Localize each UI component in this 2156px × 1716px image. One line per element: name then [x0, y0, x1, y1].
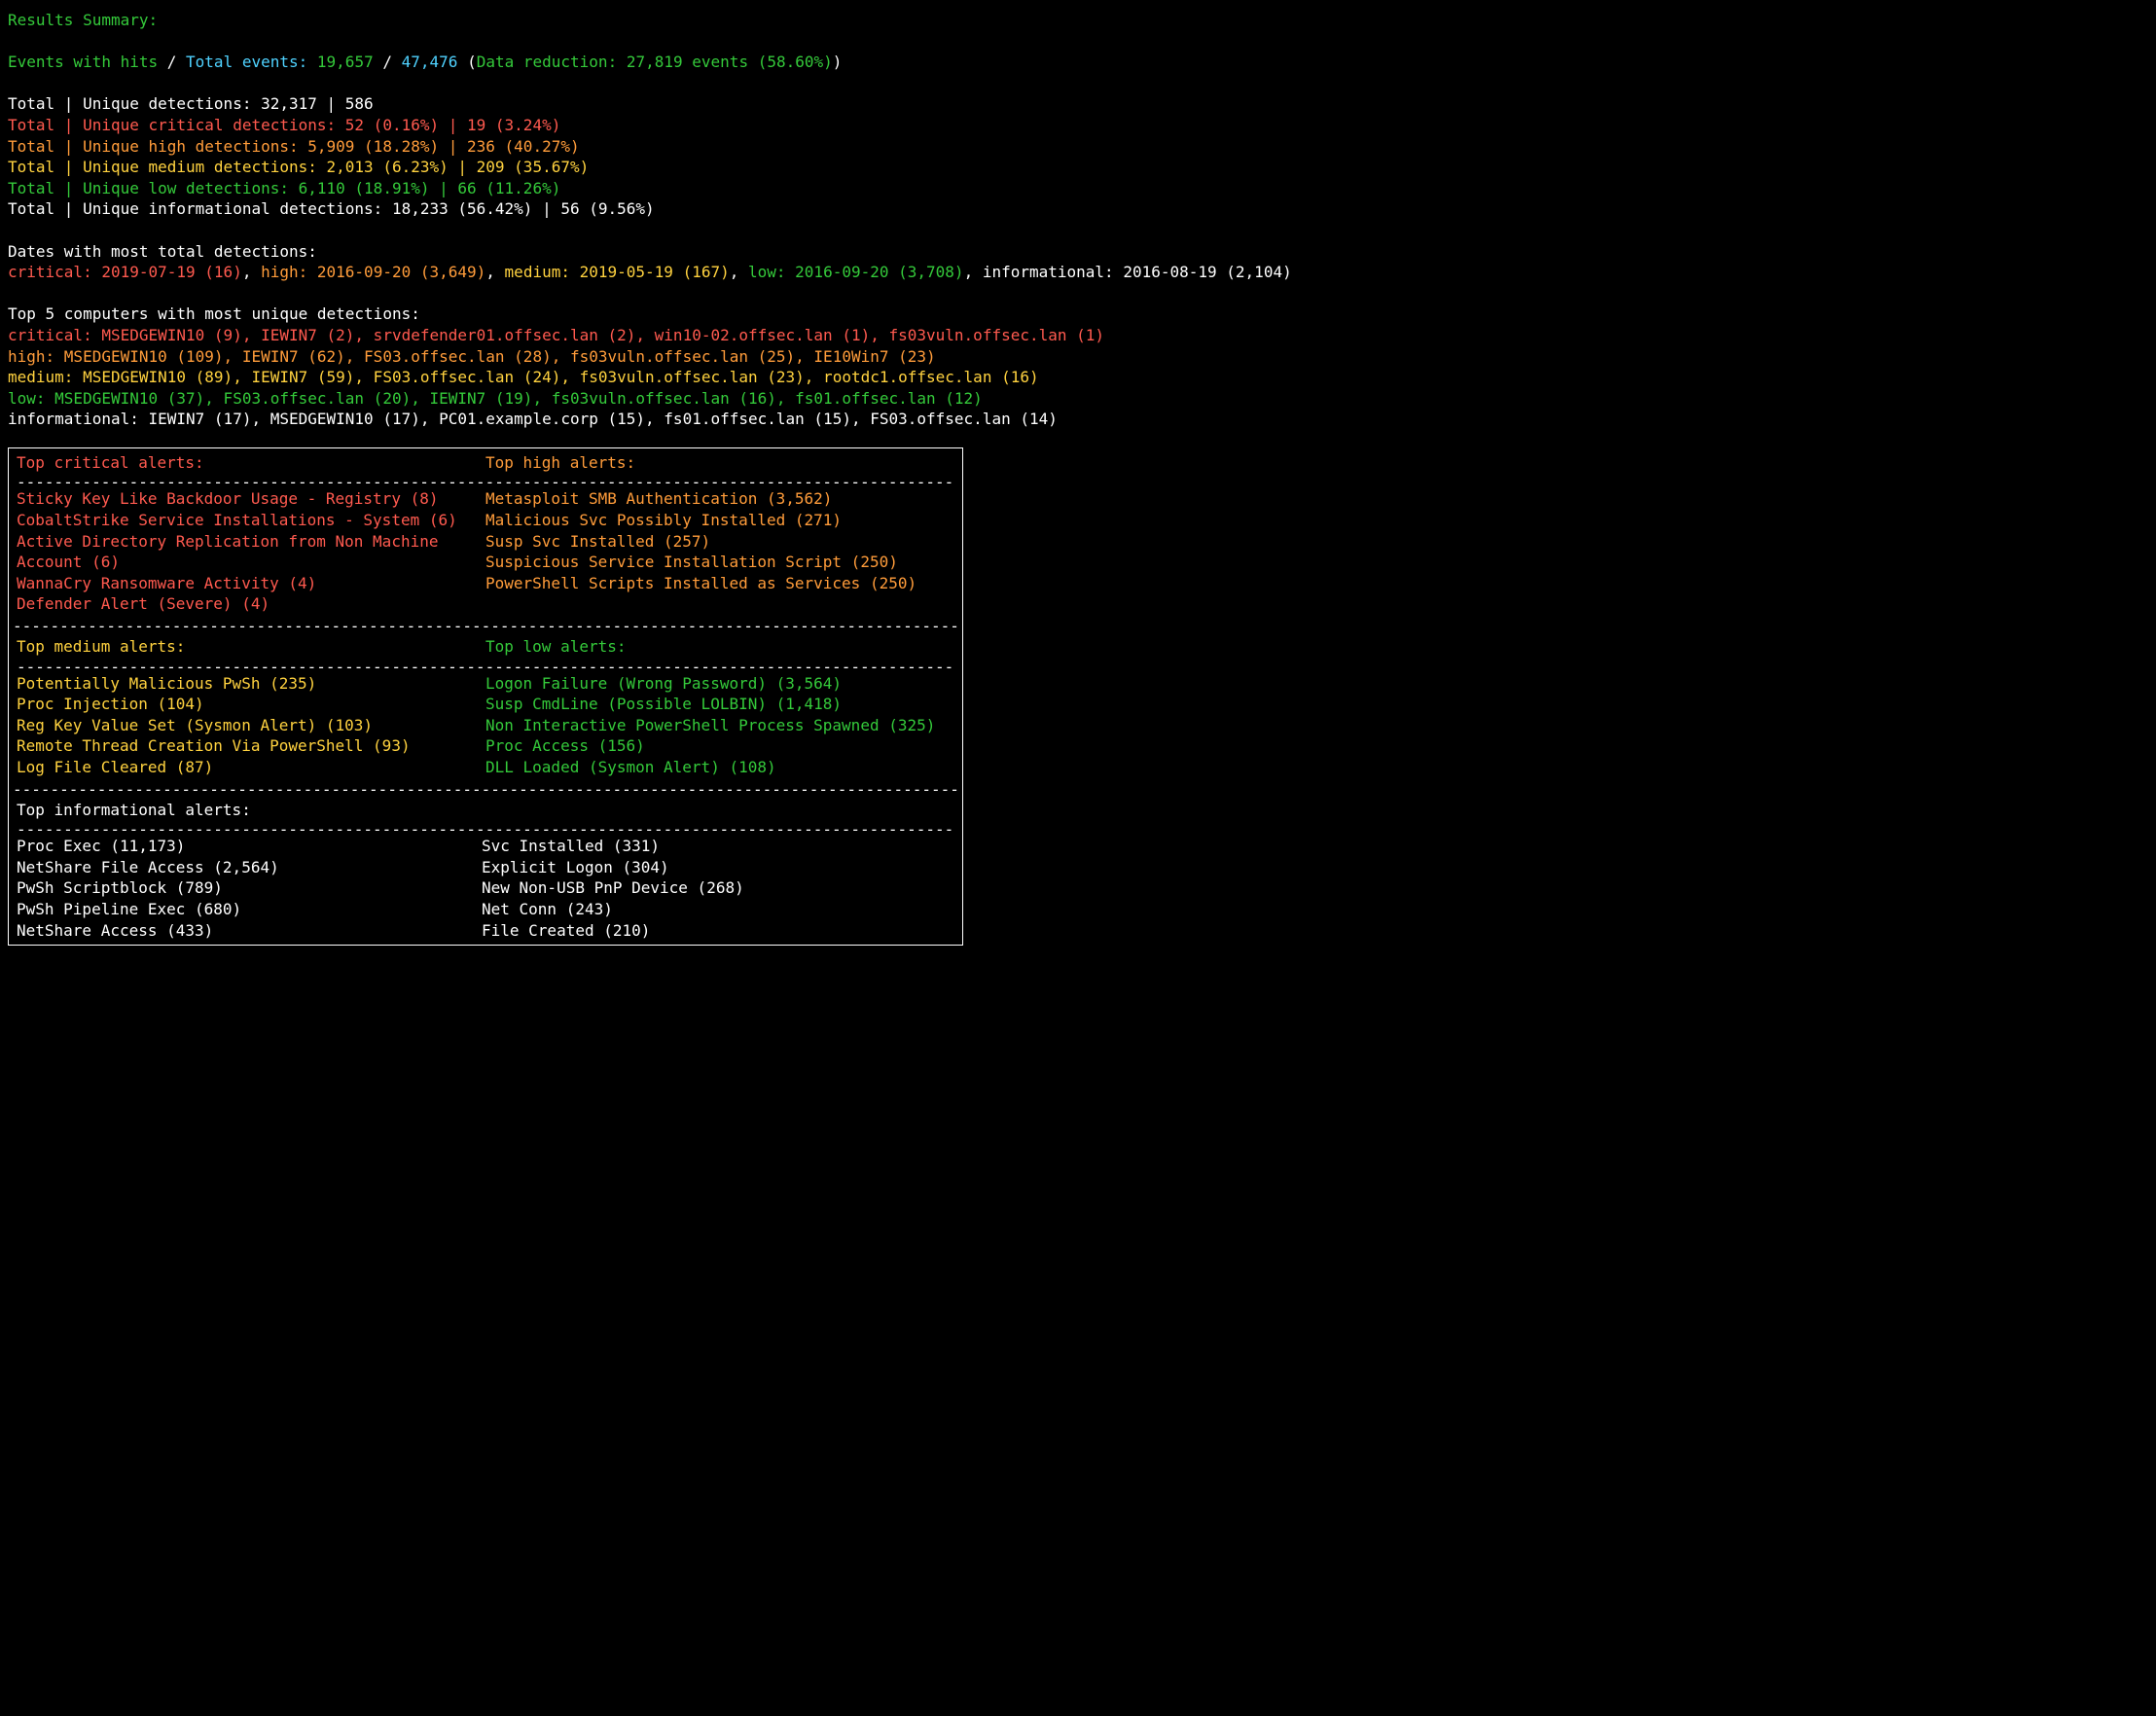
- dates-low: low: 2016-09-20 (3,708): [748, 263, 964, 281]
- totals-info: Total | Unique informational detections:…: [8, 198, 2148, 220]
- totals-high: Total | Unique high detections: 5,909 (1…: [8, 136, 2148, 158]
- divider: [9, 822, 962, 836]
- alert-item: Proc Injection (104): [17, 694, 485, 715]
- divider: [9, 619, 962, 632]
- divider: [9, 475, 962, 488]
- alert-item: Malicious Svc Possibly Installed (271): [485, 510, 954, 531]
- alert-item: Non Interactive PowerShell Process Spawn…: [485, 715, 954, 736]
- paren-close: ): [833, 53, 843, 71]
- alert-item: Svc Installed (331): [482, 836, 954, 857]
- alert-item: NetShare File Access (2,564): [17, 857, 489, 878]
- computers-critical: critical: MSEDGEWIN10 (9), IEWIN7 (2), s…: [8, 325, 2148, 346]
- col-medium: Potentially Malicious PwSh (235) Proc In…: [17, 673, 485, 778]
- slash2: /: [382, 53, 392, 71]
- blank: [8, 220, 2148, 241]
- alert-item: PowerShell Scripts Installed as Services…: [485, 573, 954, 594]
- total-events-value: 47,476: [402, 53, 458, 71]
- computers-heading: Top 5 computers with most unique detecti…: [8, 304, 2148, 325]
- alert-item: CobaltStrike Service Installations - Sys…: [17, 510, 485, 531]
- title-critical: Top critical alerts:: [17, 452, 485, 474]
- computers-high: high: MSEDGEWIN10 (109), IEWIN7 (62), FS…: [8, 346, 2148, 368]
- sep: ,: [964, 263, 983, 281]
- computers-medium: medium: MSEDGEWIN10 (89), IEWIN7 (59), F…: [8, 367, 2148, 388]
- totals-medium: Total | Unique medium detections: 2,013 …: [8, 157, 2148, 178]
- col-high: Metasploit SMB Authentication (3,562) Ma…: [485, 488, 954, 615]
- alert-item: Suspicious Service Installation Script (…: [485, 552, 954, 573]
- computers-info: informational: IEWIN7 (17), MSEDGEWIN10 …: [8, 409, 2148, 430]
- total-events-label: Total events:: [186, 53, 307, 71]
- alert-item: Susp CmdLine (Possible LOLBIN) (1,418): [485, 694, 954, 715]
- alerts-info: Top informational alerts: Proc Exec (11,…: [9, 796, 962, 946]
- blank: [8, 73, 2148, 94]
- alert-item: PwSh Pipeline Exec (680): [17, 899, 489, 920]
- alert-item: Proc Access (156): [485, 735, 954, 757]
- alert-item: Logon Failure (Wrong Password) (3,564): [485, 673, 954, 695]
- alert-item: Remote Thread Creation Via PowerShell (9…: [17, 735, 485, 757]
- divider: [9, 660, 962, 673]
- results-summary-title: Results Summary:: [8, 10, 2148, 31]
- alert-item: Net Conn (243): [482, 899, 954, 920]
- alert-item: Active Directory Replication from Non Ma…: [17, 531, 485, 573]
- col-critical: Sticky Key Like Backdoor Usage - Registr…: [17, 488, 485, 615]
- slash: /: [158, 53, 186, 71]
- alert-item: Log File Cleared (87): [17, 757, 485, 778]
- alerts-box: Top critical alerts: Top high alerts: St…: [8, 447, 963, 946]
- alert-item: PwSh Scriptblock (789): [17, 877, 489, 899]
- alert-item: Potentially Malicious PwSh (235): [17, 673, 485, 695]
- reduction-value: 27,819 events (58.60%): [627, 53, 833, 71]
- dates-line: critical: 2019-07-19 (16), high: 2016-09…: [8, 262, 2148, 283]
- alert-item: Proc Exec (11,173): [17, 836, 489, 857]
- paren-open: (: [467, 53, 477, 71]
- alert-item: DLL Loaded (Sysmon Alert) (108): [485, 757, 954, 778]
- alert-item: Explicit Logon (304): [482, 857, 954, 878]
- alert-item: Sticky Key Like Backdoor Usage - Registr…: [17, 488, 485, 510]
- col-low: Logon Failure (Wrong Password) (3,564) S…: [485, 673, 954, 778]
- dates-heading: Dates with most total detections:: [8, 241, 2148, 263]
- dates-medium: medium: 2019-05-19 (167): [505, 263, 730, 281]
- blank: [8, 31, 2148, 53]
- dates-info: informational: 2016-08-19 (2,104): [983, 263, 1292, 281]
- dates-critical: critical: 2019-07-19 (16): [8, 263, 242, 281]
- sep: ,: [730, 263, 748, 281]
- events-line: Events with hits / Total events: 19,657 …: [8, 52, 2148, 73]
- computers-low: low: MSEDGEWIN10 (37), FS03.offsec.lan (…: [8, 388, 2148, 410]
- sep: ,: [242, 263, 261, 281]
- title-high: Top high alerts:: [485, 452, 954, 474]
- alert-item: Defender Alert (Severe) (4): [17, 593, 485, 615]
- alerts-med-low: Top medium alerts: Top low alerts: Poten…: [9, 632, 962, 782]
- totals-low: Total | Unique low detections: 6,110 (18…: [8, 178, 2148, 199]
- alert-item: Reg Key Value Set (Sysmon Alert) (103): [17, 715, 485, 736]
- alert-item: Metasploit SMB Authentication (3,562): [485, 488, 954, 510]
- alerts-crit-high: Top critical alerts: Top high alerts: St…: [9, 448, 962, 619]
- alert-item: Susp Svc Installed (257): [485, 531, 954, 553]
- title-medium: Top medium alerts:: [17, 636, 485, 658]
- title-low: Top low alerts:: [485, 636, 954, 658]
- divider: [9, 782, 962, 796]
- reduction-label: Data reduction:: [477, 53, 618, 71]
- alert-item: New Non-USB PnP Device (268): [482, 877, 954, 899]
- col-info-2: Svc Installed (331) Explicit Logon (304)…: [482, 836, 954, 941]
- terminal-output: Results Summary: Events with hits / Tota…: [0, 0, 2156, 965]
- totals-all: Total | Unique detections: 32,317 | 586: [8, 93, 2148, 115]
- dates-high: high: 2016-09-20 (3,649): [261, 263, 485, 281]
- events-with-hits-label: Events with hits: [8, 53, 158, 71]
- events-with-hits-value: 19,657: [317, 53, 374, 71]
- sep: ,: [485, 263, 504, 281]
- title-info: Top informational alerts:: [17, 800, 485, 821]
- blank: [8, 283, 2148, 304]
- col-info-1: Proc Exec (11,173) NetShare File Access …: [17, 836, 489, 941]
- totals-critical: Total | Unique critical detections: 52 (…: [8, 115, 2148, 136]
- alert-item: WannaCry Ransomware Activity (4): [17, 573, 485, 594]
- alert-item: File Created (210): [482, 920, 954, 942]
- alert-item: NetShare Access (433): [17, 920, 489, 942]
